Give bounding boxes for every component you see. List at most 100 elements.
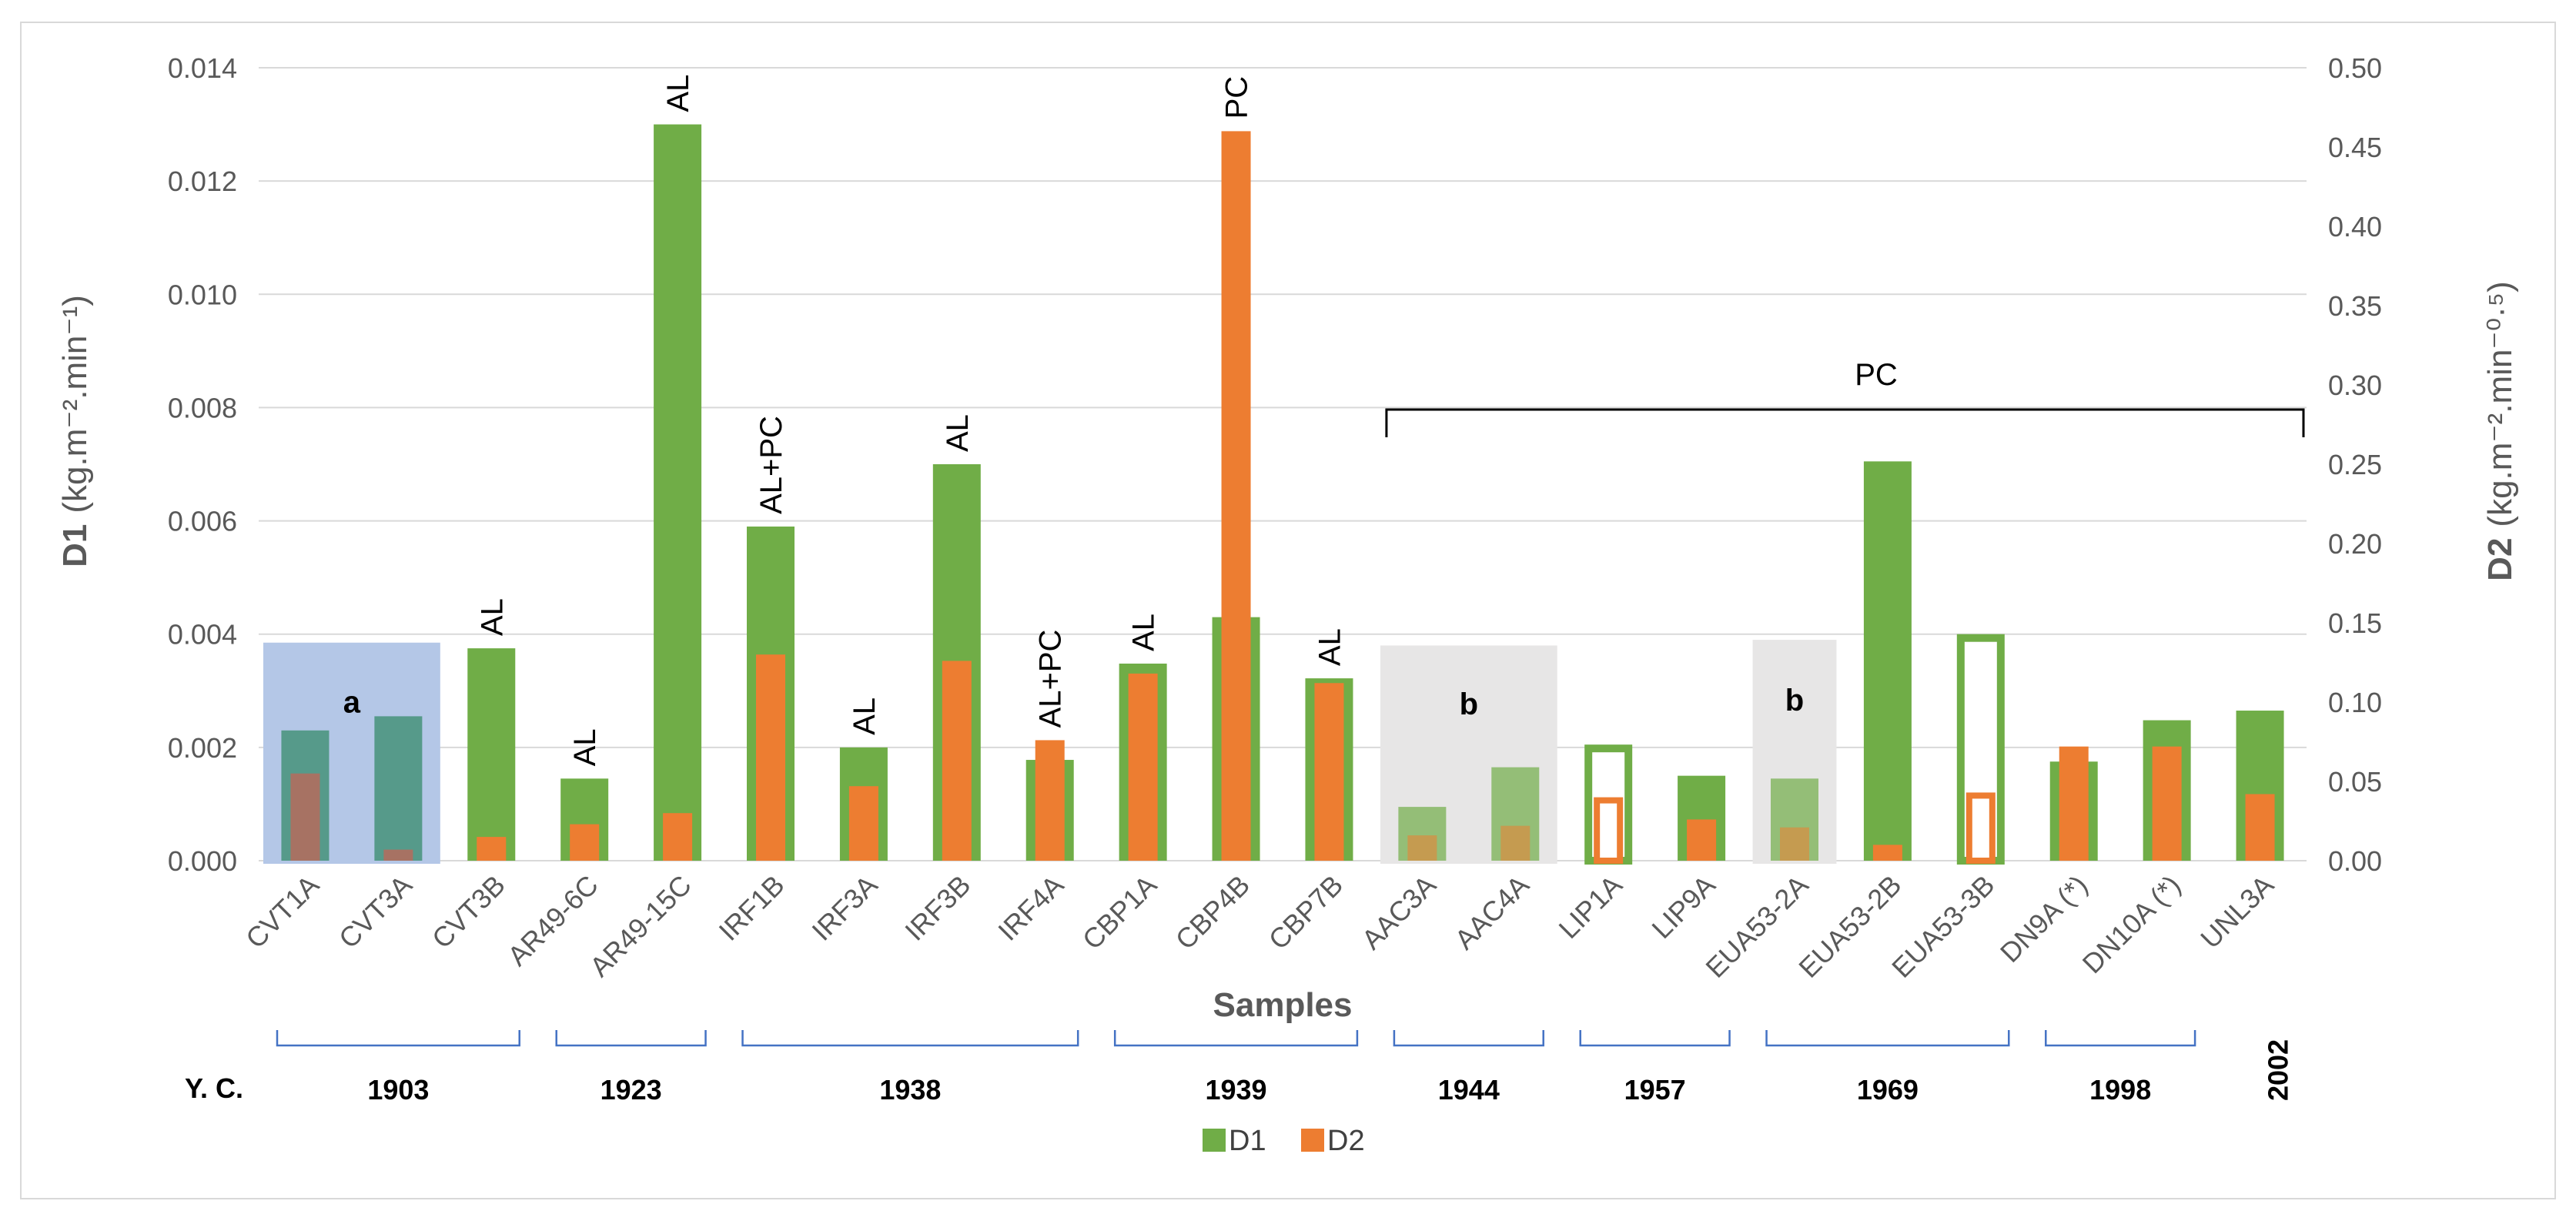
year-label: 1923 bbox=[601, 1074, 662, 1106]
category-label: IRF1B bbox=[713, 869, 791, 947]
year-label: 1969 bbox=[1857, 1074, 1919, 1106]
y-right-tick-label: 0.30 bbox=[2328, 370, 2382, 401]
bar-d2 bbox=[1314, 683, 1344, 861]
bar-d2 bbox=[570, 824, 600, 861]
category-label: AR49-15C bbox=[584, 869, 698, 983]
y-right-tick-label: 0.35 bbox=[2328, 290, 2382, 322]
year-brace bbox=[1579, 1030, 1731, 1047]
year-prefix: Y. C. bbox=[185, 1072, 243, 1104]
chart-frame bbox=[20, 22, 2556, 1199]
bar-d2 bbox=[2245, 794, 2275, 861]
category-label: LIP1A bbox=[1552, 869, 1628, 945]
bar-annotation: AL+PC bbox=[754, 416, 788, 514]
category-label: CBP4B bbox=[1169, 869, 1256, 955]
legend-label-d1: D1 bbox=[1229, 1125, 1266, 1157]
year-brace bbox=[741, 1030, 1079, 1047]
highlight-box-label: a bbox=[343, 685, 361, 719]
bar-d2 bbox=[1128, 673, 1158, 861]
category-label: IRF3B bbox=[898, 869, 976, 947]
y-left-tick-label: 0.006 bbox=[168, 506, 237, 537]
y-axis-right-title-unit: (kg.m⁻².min⁻⁰·⁵) bbox=[2481, 281, 2519, 527]
bar-d1 bbox=[374, 716, 423, 861]
year-label: 1938 bbox=[879, 1074, 941, 1106]
bar-d2 bbox=[1407, 835, 1437, 861]
bar-d2 bbox=[1594, 797, 1624, 864]
year-brace bbox=[555, 1030, 707, 1047]
y-right-tick-label: 0.40 bbox=[2328, 211, 2382, 243]
y-right-tick-label: 0.15 bbox=[2328, 607, 2382, 639]
bar-d2 bbox=[942, 661, 972, 861]
category-label: DN10A (*) bbox=[2076, 869, 2187, 980]
bar-d2 bbox=[1872, 845, 1902, 861]
bar-d1 bbox=[654, 124, 702, 861]
category-label: EUA53-3B bbox=[1885, 869, 2000, 984]
y-left-tick-label: 0.002 bbox=[168, 732, 237, 764]
category-label: CVT3B bbox=[426, 869, 511, 955]
x-axis-title: Samples bbox=[1213, 986, 1353, 1024]
bar-annotation: AL bbox=[1313, 628, 1347, 666]
y-right-tick-label: 0.50 bbox=[2328, 52, 2382, 84]
y-left-tick-label: 0.012 bbox=[168, 166, 237, 197]
y-left-tick-label: 0.014 bbox=[168, 52, 237, 84]
bar-d2 bbox=[2152, 746, 2182, 861]
y-axis-left-title: D1 (kg.m⁻².min⁻¹) bbox=[56, 295, 94, 567]
category-label: CVT1A bbox=[239, 869, 325, 955]
bar-d2 bbox=[383, 849, 413, 861]
bar-d2 bbox=[1500, 825, 1531, 861]
category-label: AAC3A bbox=[1356, 869, 1442, 955]
bar-d2 bbox=[2059, 746, 2089, 861]
y-right-tick-label: 0.20 bbox=[2328, 528, 2382, 560]
category-label: UNL3A bbox=[2194, 869, 2280, 955]
bar-d2 bbox=[848, 786, 878, 861]
bar-d1 bbox=[467, 648, 516, 861]
y-axis-right-title-main: D2 bbox=[2481, 538, 2519, 581]
category-label: CBP1A bbox=[1076, 869, 1163, 955]
y-axis-right-title: D2 (kg.m⁻².min⁻⁰·⁵) bbox=[2481, 281, 2519, 581]
y-left-tick-label: 0.010 bbox=[168, 279, 237, 310]
bar-d2 bbox=[1687, 819, 1717, 861]
bar-d2 bbox=[1221, 131, 1251, 861]
category-label: CBP7B bbox=[1263, 869, 1349, 955]
bracket-pc bbox=[1385, 408, 2305, 437]
y-axis-left-title-main: D1 bbox=[56, 524, 94, 567]
year-brace bbox=[276, 1030, 520, 1047]
y-right-tick-label: 0.25 bbox=[2328, 449, 2382, 480]
year-label: 1903 bbox=[367, 1074, 429, 1106]
y-right-tick-label: 0.00 bbox=[2328, 845, 2382, 877]
year-brace bbox=[1393, 1030, 1544, 1047]
highlight-box-label: b bbox=[1460, 687, 1478, 721]
bar-d1 bbox=[1863, 461, 1912, 861]
bar-annotation: AL bbox=[568, 728, 602, 766]
year-brace bbox=[2045, 1030, 2196, 1047]
bar-d2 bbox=[756, 654, 785, 861]
y-right-tick-label: 0.05 bbox=[2328, 766, 2382, 798]
year-brace bbox=[1765, 1030, 2010, 1047]
bar-d2 bbox=[1965, 792, 1996, 865]
highlight-box-label: b bbox=[1785, 684, 1804, 718]
overlay-layer bbox=[290, 131, 2275, 865]
bar-d2 bbox=[663, 813, 693, 861]
bar-d2 bbox=[1035, 740, 1065, 861]
bar-annotation: AL bbox=[941, 414, 975, 452]
bar-d2 bbox=[477, 837, 507, 861]
year-label: 1939 bbox=[1205, 1074, 1266, 1106]
bar-d2 bbox=[290, 773, 320, 861]
category-label: AAC4A bbox=[1448, 869, 1534, 955]
category-label: LIP9A bbox=[1645, 869, 1721, 945]
bar-annotation: PC bbox=[1220, 76, 1254, 119]
y-axis-left-title-unit: (kg.m⁻².min⁻¹) bbox=[56, 295, 94, 513]
bracket-label: PC bbox=[1855, 358, 1898, 392]
category-label: IRF3A bbox=[805, 869, 883, 947]
year-label: 1944 bbox=[1438, 1074, 1500, 1106]
y-left-tick-label: 0.004 bbox=[168, 619, 237, 651]
bar-annotation: AL bbox=[1127, 614, 1161, 651]
legend-swatch-d2 bbox=[1301, 1129, 1324, 1152]
year-label: 1998 bbox=[2089, 1074, 2151, 1106]
y-left-tick-label: 0.000 bbox=[168, 845, 237, 877]
bar-annotation: AL bbox=[475, 598, 509, 636]
year-label: 1957 bbox=[1624, 1074, 1686, 1106]
bar-annotation: AL+PC bbox=[1034, 630, 1068, 728]
legend-swatch-d1 bbox=[1203, 1129, 1226, 1152]
legend-label-d2: D2 bbox=[1327, 1125, 1365, 1157]
